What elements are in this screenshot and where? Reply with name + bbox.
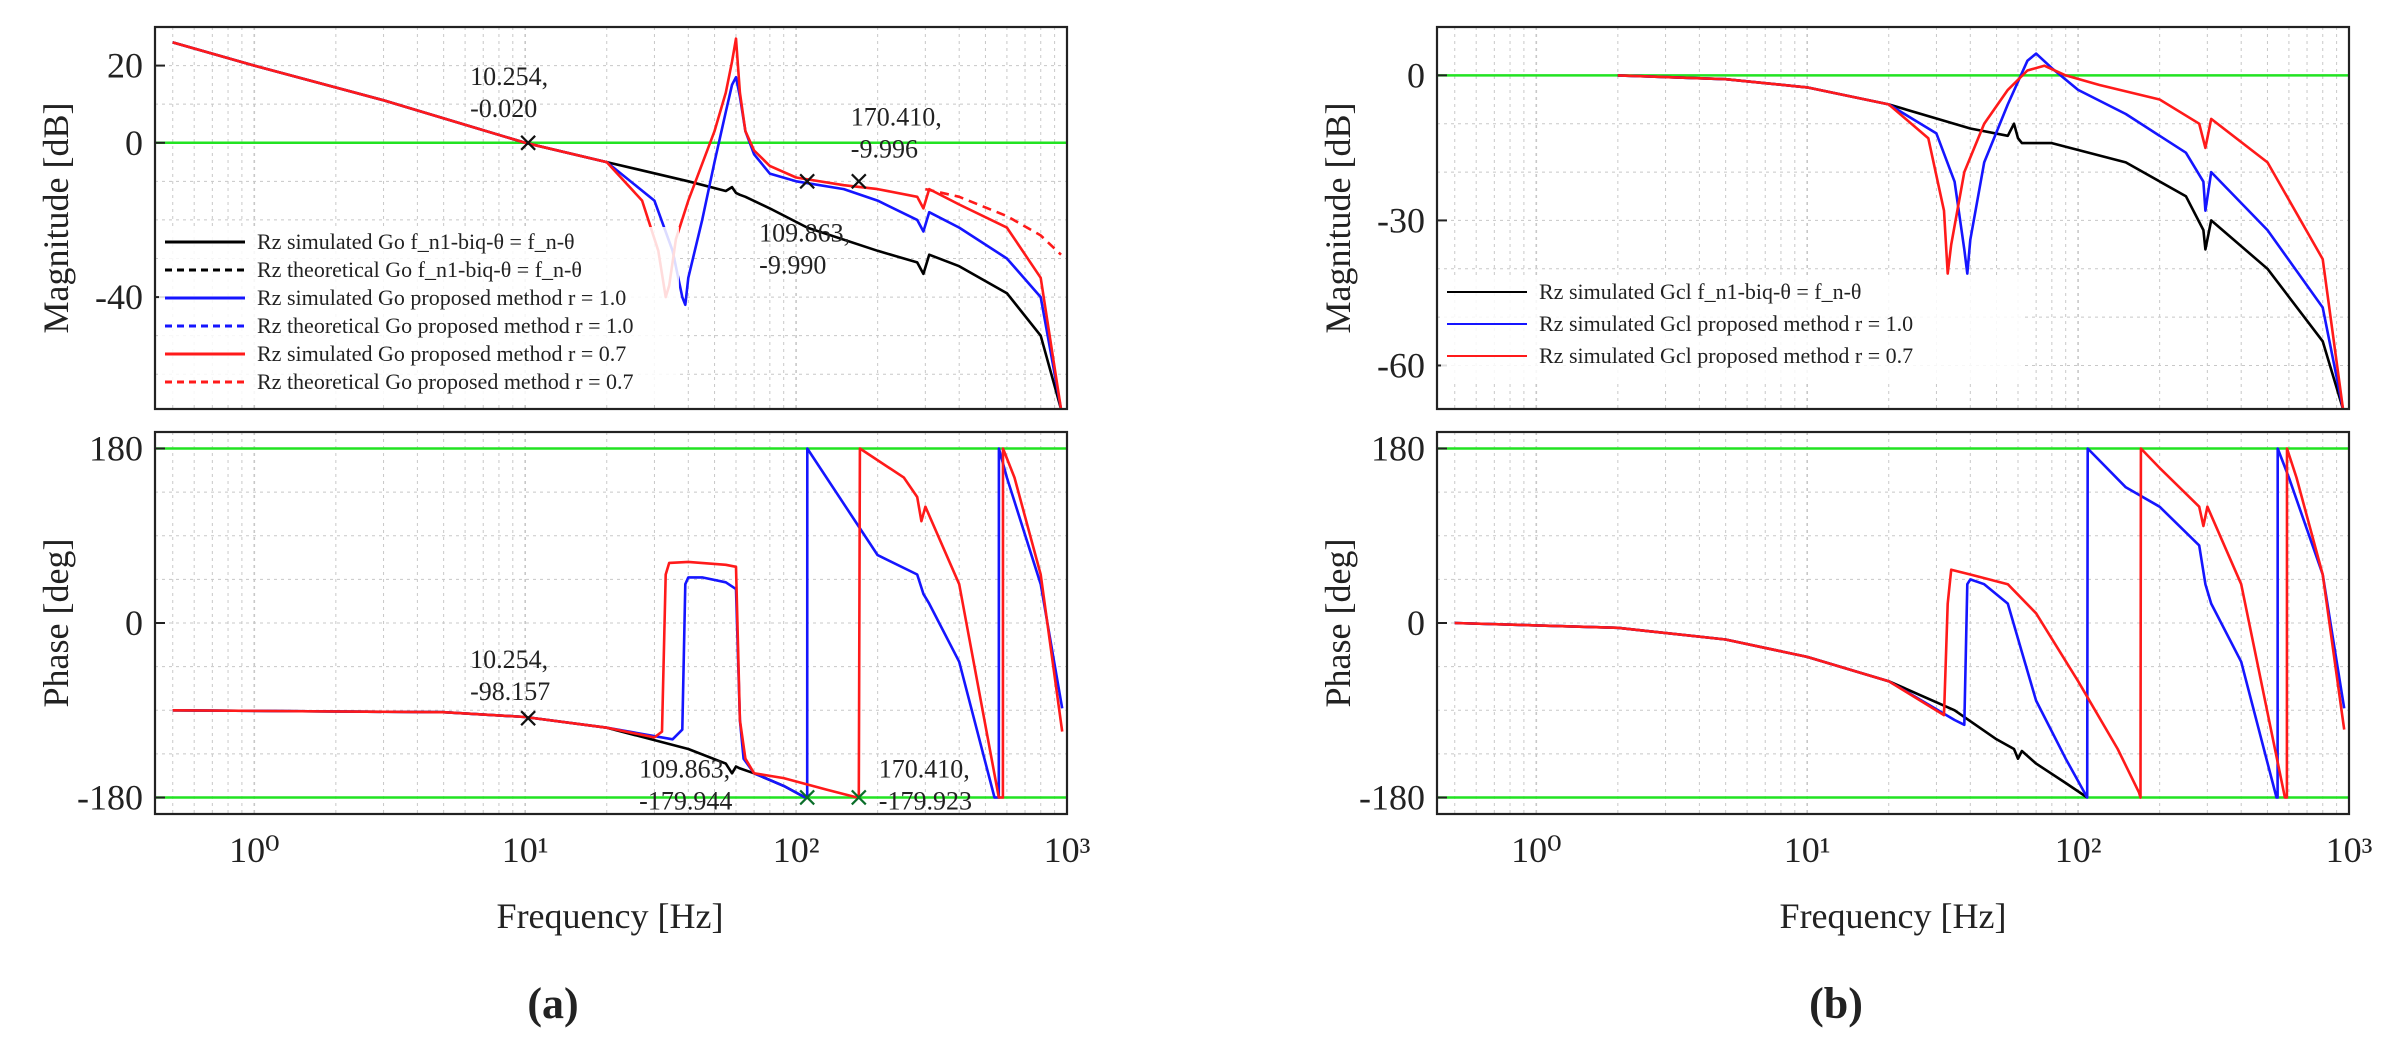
marker-x [851, 789, 867, 806]
series-line-blue [172, 41, 1063, 409]
x-tick-label: 10¹ [1784, 830, 1831, 870]
a-phase-ylabel: Phase [deg] [36, 539, 76, 708]
b-xlabel: Frequency [Hz] [1780, 896, 2007, 936]
y-tick-label: -30 [1377, 200, 1425, 240]
legend-label: Rz simulated Go f_n1-biq-θ = f_n-θ [257, 229, 575, 254]
annotation-label: 10.254, [470, 645, 548, 674]
y-tick-label: -180 [1359, 778, 1425, 818]
legend-label: Rz theoretical Go f_n1-biq-θ = f_n-θ [257, 257, 582, 282]
marker-x [520, 710, 536, 726]
series-line-red [172, 447, 1064, 799]
x-tick-label: 10² [773, 830, 820, 870]
x-tick-label: 10¹ [502, 830, 549, 870]
annotation-label: -179.944 [639, 786, 732, 815]
annotation-label: 109.863, [759, 218, 850, 247]
legend-box [1441, 277, 2021, 381]
marker-x [799, 789, 815, 806]
a-mag-ylabel: Magnitude [dB] [36, 103, 76, 334]
annotation-label: -98.157 [470, 677, 550, 706]
annotation-label: -9.990 [759, 250, 826, 279]
b-phase-ylabel: Phase [deg] [1318, 539, 1358, 708]
series-line-blue [172, 447, 1064, 799]
legend-label: Rz theoretical Go proposed method r = 0.… [257, 369, 634, 394]
legend-label: Rz simulated Gcl proposed method r = 1.0 [1539, 311, 1913, 336]
legend-label: Rz simulated Gcl f_n1-biq-θ = f_n-θ [1539, 279, 1861, 304]
a-magnitude-frame [153, 25, 1069, 411]
panel-a-label: (a) [527, 979, 578, 1028]
series-line-red [1454, 447, 2346, 799]
legend-label: Rz simulated Go proposed method r = 0.7 [257, 341, 626, 366]
annotation-label: 10.254, [470, 62, 548, 91]
marker-x [799, 173, 815, 190]
legend-label: Rz theoretical Go proposed method r = 1.… [257, 313, 634, 338]
y-tick-label: 0 [125, 603, 143, 643]
series-line-blue [1617, 52, 2345, 409]
b-magnitude-frame [1435, 25, 2351, 411]
legend-label: Rz simulated Gcl proposed method r = 0.7 [1539, 343, 1913, 368]
panel-b-label: (b) [1809, 979, 1863, 1028]
y-tick-label: 0 [1407, 603, 1425, 643]
b-mag-ylabel: Magnitude [dB] [1318, 103, 1358, 334]
b-magnitude-legend: Rz simulated Gcl f_n1-biq-θ = f_n-θ Rz si… [1441, 277, 2021, 381]
y-tick-label: 180 [1371, 428, 1425, 468]
panels: 10.254, -0.020 109.863, -9.990 170.410, -9.99… [77, 25, 2373, 870]
y-tick-label: 180 [89, 428, 143, 468]
y-tick-label: 0 [125, 123, 143, 163]
annotation-label: 170.410, [851, 102, 942, 131]
x-tick-label: 10⁰ [1511, 830, 1561, 870]
annotation-label: -179.923 [879, 786, 972, 815]
b-magnitude-plot: 0 -30 -60 Rz simulated Gcl f_n1-biq-θ = f_n… [1377, 25, 2351, 411]
x-tick-label: 10² [2055, 830, 2102, 870]
a-magnitude-legend: Rz simulated Go f_n1-biq-θ = f_n-θ Rz the… [159, 227, 679, 403]
legend-box [159, 227, 679, 403]
marker-x [520, 135, 536, 151]
y-tick-label: 20 [107, 46, 143, 86]
y-tick-label: 0 [1407, 55, 1425, 95]
a-phase-plot: 10.254, -98.157 109.863, -179.944 170.410, -1… [77, 428, 1091, 870]
y-tick-label: -60 [1377, 345, 1425, 385]
x-tick-label: 10³ [1044, 830, 1091, 870]
legend-label: Rz simulated Go proposed method r = 1.0 [257, 285, 626, 310]
y-tick-label: -180 [77, 778, 143, 818]
annotation-label: 170.410, [879, 754, 970, 783]
series-line-red-dashed [925, 187, 1062, 256]
b-phase-plot: 180 0 -180 10⁰ 10¹ 10² 10³ [1359, 428, 2373, 870]
a-magnitude-plot: 10.254, -0.020 109.863, -9.990 170.410, -9.99… [95, 25, 1069, 411]
annotation-label: 109.863, [639, 754, 730, 783]
annotation-label: -0.020 [470, 94, 537, 123]
x-tick-label: 10⁰ [229, 830, 279, 870]
y-tick-label: -40 [95, 277, 143, 317]
marker-x [851, 173, 867, 190]
x-tick-label: 10³ [2326, 830, 2373, 870]
a-xlabel: Frequency [Hz] [497, 896, 724, 936]
series-line-red [1617, 64, 2345, 409]
series-line-red [172, 37, 1063, 409]
annotation-label: -9.996 [851, 134, 918, 163]
